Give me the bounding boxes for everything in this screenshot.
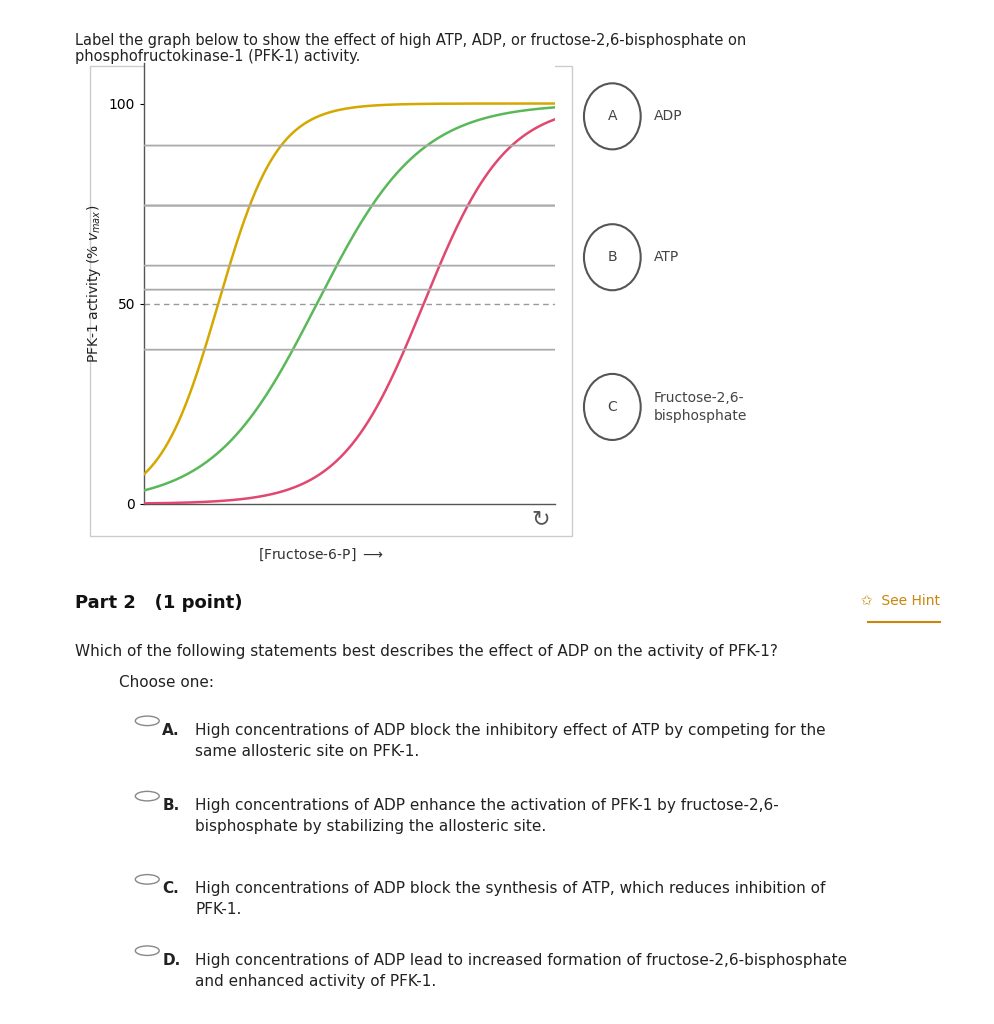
Text: ADP: ADP (653, 110, 682, 123)
Point (861, 615, 873, 628)
Text: ↻: ↻ (531, 509, 550, 529)
Text: A.: A. (162, 723, 180, 738)
Text: Fructose-2,6-
bisphosphate: Fructose-2,6- bisphosphate (653, 391, 746, 423)
Text: ATP: ATP (653, 250, 679, 264)
Point (933, 615, 945, 628)
Text: High concentrations of ADP block the inhibitory effect of ATP by competing for t: High concentrations of ADP block the inh… (195, 723, 825, 759)
Text: High concentrations of ADP enhance the activation of PFK-1 by fructose-2,6-
bisp: High concentrations of ADP enhance the a… (195, 798, 778, 835)
Text: B.: B. (162, 798, 179, 813)
Text: Part 2   (1 point): Part 2 (1 point) (75, 594, 242, 612)
Text: Choose one:: Choose one: (119, 675, 214, 690)
Text: Label the graph below to show the effect of high ATP, ADP, or fructose-2,6-bisph: Label the graph below to show the effect… (75, 33, 746, 48)
Text: ✩  See Hint: ✩ See Hint (861, 594, 939, 607)
Text: Which of the following statements best describes the effect of ADP on the activi: Which of the following statements best d… (75, 643, 776, 658)
Y-axis label: PFK-1 activity (% $v_{max}$): PFK-1 activity (% $v_{max}$) (85, 205, 103, 362)
Text: B: B (607, 250, 616, 264)
Text: C: C (607, 400, 616, 414)
Text: D.: D. (162, 952, 180, 968)
Text: C.: C. (162, 882, 179, 896)
Text: A: A (607, 110, 616, 123)
Text: phosphofructokinase-1 (PFK-1) activity.: phosphofructokinase-1 (PFK-1) activity. (75, 49, 360, 65)
Text: [Fructose-6-P] $\longrightarrow$: [Fructose-6-P] $\longrightarrow$ (257, 547, 384, 563)
Text: High concentrations of ADP block the synthesis of ATP, which reduces inhibition : High concentrations of ADP block the syn… (195, 882, 825, 918)
Text: High concentrations of ADP lead to increased formation of fructose-2,6-bisphosph: High concentrations of ADP lead to incre… (195, 952, 846, 988)
